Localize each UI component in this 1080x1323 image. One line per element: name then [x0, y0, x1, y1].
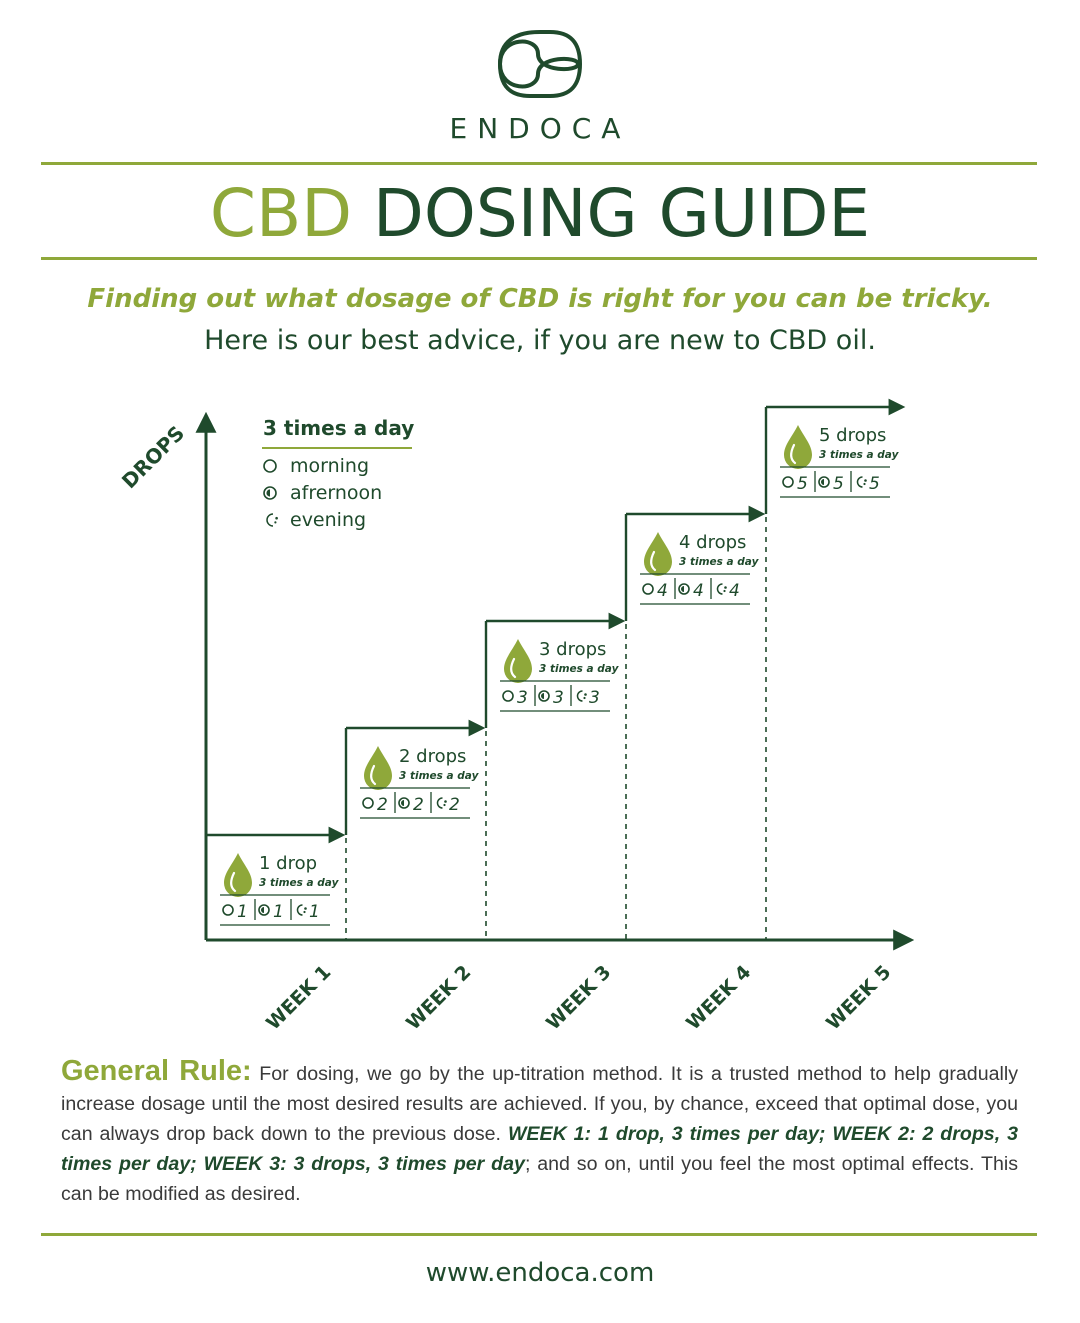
schedule-value: 2: [413, 795, 424, 815]
step-drops-label: 5 drops: [819, 425, 886, 446]
step-frequency-label: 3 times a day: [539, 663, 620, 675]
legend-title: 3 times a day: [263, 416, 414, 440]
crescent-moon-icon: [716, 583, 727, 595]
schedule-value: 4: [693, 581, 704, 601]
website-link[interactable]: www.endoca.com: [425, 1258, 655, 1288]
crescent-moon-icon: [296, 904, 307, 916]
subtitle-line-1: Finding out what dosage of CBD is right …: [87, 284, 993, 314]
crescent-moon-icon: [856, 476, 867, 488]
step-frequency-label: 3 times a day: [259, 877, 340, 889]
dose-step: 1 drop 3 times a day 1 1 1: [206, 826, 346, 926]
half-moon-icon: [538, 690, 550, 702]
week-tick-label: WEEK 3: [542, 961, 615, 1034]
schedule-value: 5: [869, 474, 880, 494]
drop-highlight: [650, 550, 657, 572]
title-divider: [41, 257, 1037, 260]
half-moon-icon: [263, 486, 277, 500]
title-highlight: CBD: [209, 175, 353, 252]
general-rule-emphasis: WEEK 1: 1 drop, 3 times per day; WEEK 2:…: [61, 1123, 1018, 1175]
schedule-value: 4: [729, 581, 740, 601]
crescent-moon-icon: [576, 690, 587, 702]
step-frequency-label: 3 times a day: [399, 770, 480, 782]
page-title: CBD DOSING GUIDE: [0, 174, 1080, 254]
step-frequency-label: 3 times a day: [679, 556, 760, 568]
schedule-value: 2: [377, 795, 388, 815]
step-frequency-label: 3 times a day: [819, 449, 900, 461]
schedule-value: 3: [553, 688, 564, 708]
step-drops-label: 2 drops: [399, 746, 466, 767]
schedule-value: 5: [797, 474, 808, 494]
brand-name: ENDOCA: [449, 112, 631, 145]
crescent-moon-icon: [266, 513, 278, 527]
title-rest: DOSING GUIDE: [373, 175, 871, 252]
drop-icon: [504, 639, 532, 683]
sun-circle-icon: [362, 797, 374, 809]
drop-icon: [224, 853, 252, 897]
schedule-value: 3: [589, 688, 600, 708]
schedule-value: 1: [309, 902, 320, 922]
crescent-moon-icon: [436, 797, 447, 809]
legend-item-label: evening: [290, 509, 366, 531]
half-moon-icon: [258, 904, 270, 916]
subtitle-line-2: Here is our best advice, if you are new …: [204, 325, 876, 356]
sun-circle-icon: [642, 583, 654, 595]
dose-step: 4 drops 3 times a day 4 4 4: [624, 505, 766, 940]
legend-item-label: morning: [290, 455, 369, 477]
dose-step: 3 drops 3 times a day 3 3 3: [484, 612, 626, 940]
y-axis-label: DROPS: [117, 421, 189, 493]
dose-step: 5 drops 3 times a day 5 5 5: [764, 398, 906, 940]
half-moon-icon: [678, 583, 690, 595]
step-drops-label: 4 drops: [679, 532, 746, 553]
sun-circle-icon: [263, 459, 277, 473]
step-drops-label: 1 drop: [259, 853, 317, 874]
general-rule: General Rule: For dosing, we go by the u…: [61, 1056, 1018, 1209]
schedule-value: 1: [237, 902, 248, 922]
drop-highlight: [510, 657, 517, 679]
schedule-value: 4: [657, 581, 668, 601]
endoca-logo: [497, 30, 583, 98]
week-tick-label: WEEK 2: [402, 961, 475, 1034]
half-moon-icon: [398, 797, 410, 809]
schedule-value: 2: [449, 795, 460, 815]
week-tick-label: WEEK 1: [262, 961, 335, 1034]
drop-icon: [364, 746, 392, 790]
half-moon-icon: [818, 476, 830, 488]
schedule-value: 3: [517, 688, 528, 708]
schedule-value: 1: [273, 902, 284, 922]
week-tick-label: WEEK 4: [682, 961, 755, 1034]
general-rule-text-2: ; and so on, until you feel the most opt…: [61, 1153, 1018, 1205]
dosing-step-chart: DROPS 3 times a day morning afrernoon even…: [117, 398, 915, 1034]
drop-highlight: [230, 871, 237, 893]
drop-highlight: [790, 443, 797, 465]
sun-circle-icon: [502, 690, 514, 702]
bottom-divider: [41, 1233, 1037, 1236]
legend-item-label: afrernoon: [290, 482, 382, 504]
schedule-value: 5: [833, 474, 844, 494]
drop-highlight: [370, 764, 377, 786]
sun-circle-icon: [782, 476, 794, 488]
drop-icon: [644, 532, 672, 576]
top-divider: [41, 162, 1037, 165]
dose-step: 2 drops 3 times a day 2 2 2: [344, 719, 486, 940]
step-drops-label: 3 drops: [539, 639, 606, 660]
drop-icon: [784, 425, 812, 469]
general-rule-text-1: For dosing, we go by the up-titration me…: [61, 1063, 1019, 1145]
sun-circle-icon: [222, 904, 234, 916]
general-rule-lead: General Rule:: [61, 1055, 252, 1087]
week-tick-label: WEEK 5: [822, 961, 895, 1034]
